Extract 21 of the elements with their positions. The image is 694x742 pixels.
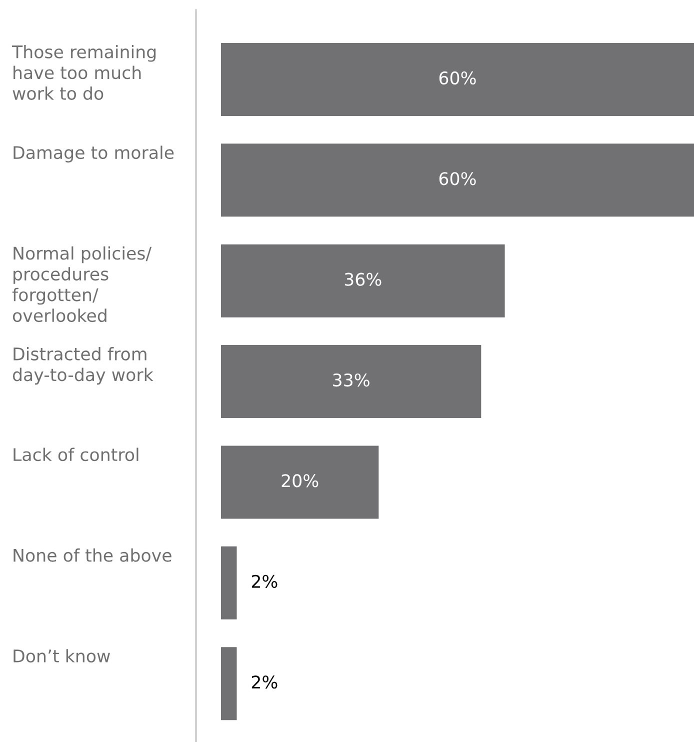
y-tick-label: Lack of control bbox=[14, 448, 138, 462]
y-tick-label: Distracted from day-to-day work bbox=[12, 347, 154, 385]
data-label: 2% bbox=[252, 574, 278, 588]
bar bbox=[221, 244, 505, 318]
bar bbox=[221, 42, 694, 116]
y-tick-label: Damage to morale bbox=[14, 146, 174, 162]
y-tick-label: Normal policies/ procedures forgotten/ overlooked bbox=[12, 246, 152, 322]
data-label: 60% bbox=[439, 172, 476, 186]
bar bbox=[221, 647, 237, 720]
data-label: 36% bbox=[344, 272, 382, 286]
bar bbox=[221, 546, 237, 620]
bar bbox=[221, 345, 482, 418]
y-tick-label: Those remaining have too much work to do bbox=[12, 44, 156, 100]
data-label: 60% bbox=[439, 71, 476, 85]
y-tick-label: None of the above bbox=[14, 548, 172, 562]
data-label: 2% bbox=[252, 676, 278, 689]
bar bbox=[221, 446, 379, 519]
data-label: 20% bbox=[282, 474, 318, 488]
bar bbox=[221, 144, 694, 217]
data-label: 33% bbox=[333, 373, 370, 387]
y-tick-label: Don’t know bbox=[14, 649, 110, 663]
